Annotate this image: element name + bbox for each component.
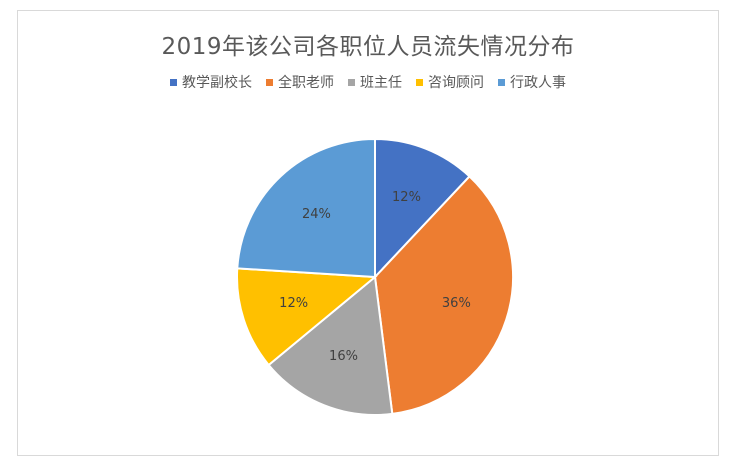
pie-slice [374,137,471,280]
legend-label: 全职老师 [278,75,334,91]
legend-item: 全职老师 [266,72,334,92]
legend-label: 班主任 [360,75,402,91]
legend-item: 班主任 [348,72,402,92]
legend-swatch [170,78,177,86]
chart-legend: 教学副校长 全职老师 班主任 咨询顾问 行政人事 [18,72,718,92]
pie-slice [373,174,514,416]
legend-label: 行政人事 [510,75,566,91]
pie-slice [267,275,394,416]
legend-label: 教学副校长 [182,75,252,91]
legend-swatch [348,78,355,86]
chart-title: 2019年该公司各职位人员流失情况分布 [161,34,575,60]
slice-data-label: 12% [279,296,308,311]
legend-swatch [416,78,423,86]
slice-data-label: 24% [302,207,331,222]
slice-data-label: 16% [329,349,358,364]
legend-item: 行政人事 [498,72,566,92]
pie-slice [236,267,378,367]
pie-slice [236,137,376,279]
legend-item: 教学副校长 [170,72,252,92]
legend-item: 咨询顾问 [416,72,484,92]
legend-swatch [498,78,505,86]
slice-data-label: 36% [442,296,471,311]
legend-label: 咨询顾问 [428,75,484,91]
legend-swatch [266,78,273,86]
slice-data-label: 12% [392,190,421,205]
